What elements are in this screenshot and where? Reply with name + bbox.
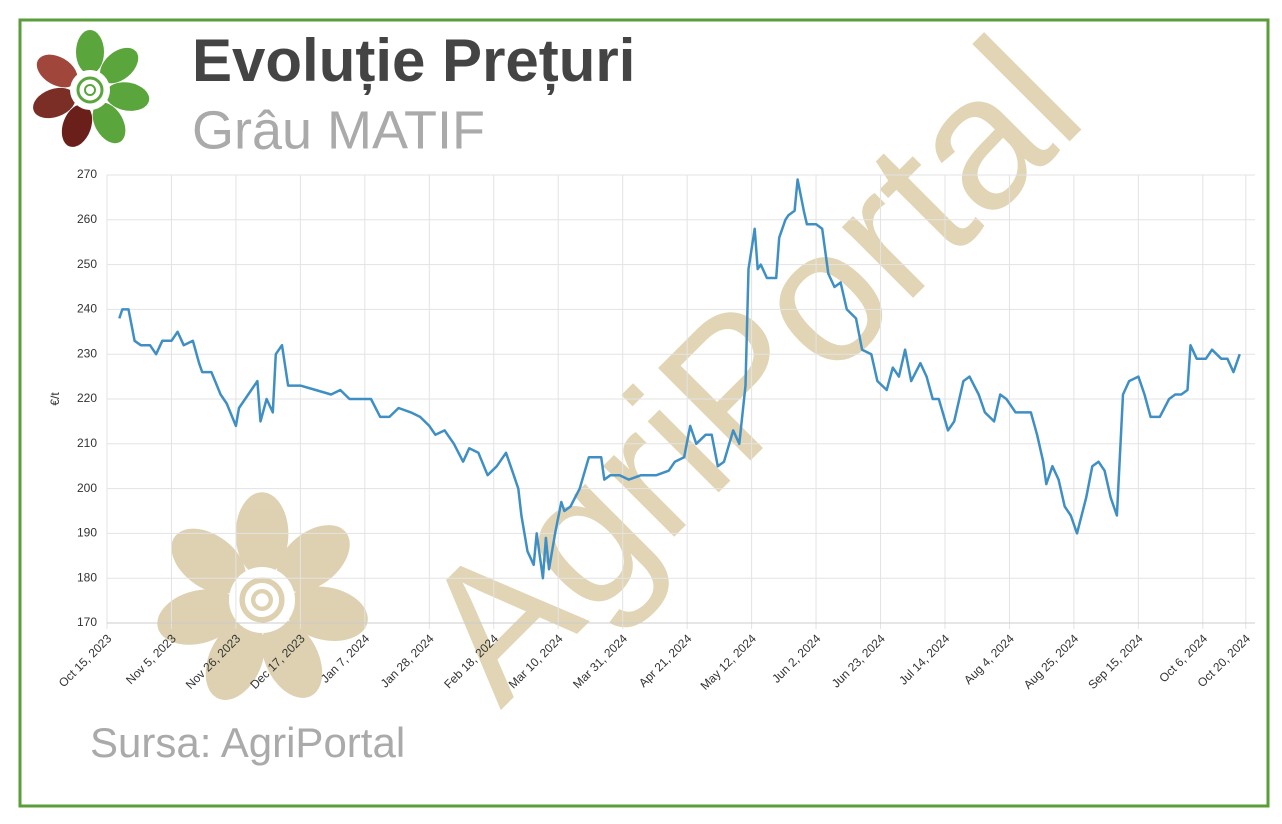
source: Sursa: AgriPortal bbox=[90, 719, 405, 766]
y-tick-label: 170 bbox=[77, 615, 97, 629]
y-tick-label: 270 bbox=[77, 167, 97, 181]
y-axis-label: €/t bbox=[48, 392, 62, 406]
y-tick-label: 240 bbox=[77, 302, 97, 316]
y-tick-label: 260 bbox=[77, 212, 97, 226]
y-tick-label: 180 bbox=[77, 570, 97, 584]
chart-subtitle: Grâu MATIF bbox=[192, 100, 485, 160]
watermark-logo bbox=[157, 492, 368, 700]
logo bbox=[33, 30, 150, 147]
chart-title: Evoluție Prețuri bbox=[192, 27, 635, 95]
y-tick-label: 210 bbox=[77, 436, 97, 450]
y-tick-label: 190 bbox=[77, 526, 97, 540]
y-tick-label: 230 bbox=[77, 346, 97, 360]
price-line bbox=[118, 178, 1241, 580]
y-tick-label: 220 bbox=[77, 391, 97, 405]
y-tick-label: 250 bbox=[77, 257, 97, 271]
y-tick-label: 200 bbox=[77, 481, 97, 495]
